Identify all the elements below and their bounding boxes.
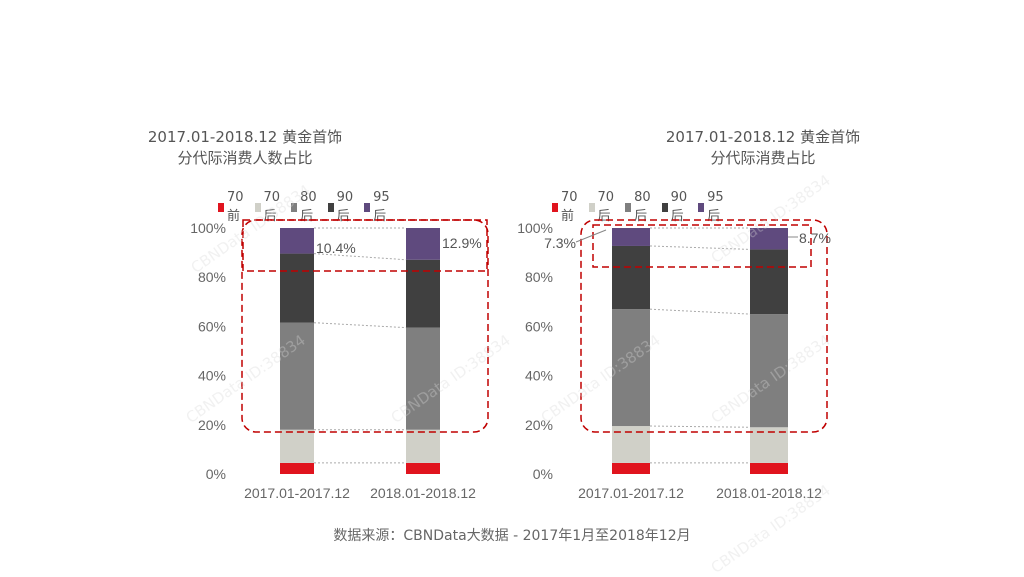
bar-segment	[750, 228, 788, 250]
chart-subtitle: 分代际消费占比	[710, 149, 816, 167]
chart-plot-right: 0% 20% 40% 60% 80% 100% 2017.01-2017.12 2018.01…	[517, 219, 831, 501]
bar-segment	[406, 462, 440, 474]
x-tick-label: 2017.01-2017.12	[244, 485, 350, 501]
chart-subtitle: 分代际消费人数占比	[177, 149, 313, 167]
bar-segment	[280, 253, 314, 323]
highlight-box	[580, 219, 828, 433]
connector-line	[649, 425, 751, 428]
highlight-box	[592, 224, 812, 268]
bar-segment	[406, 429, 440, 463]
legend-swatch	[698, 202, 705, 212]
highlight-box	[241, 219, 489, 433]
bar-segment	[750, 314, 788, 428]
legend-swatch	[625, 202, 632, 212]
connector-line	[649, 308, 751, 315]
legend-swatch	[254, 202, 261, 212]
y-tick-label: 40%	[198, 368, 226, 384]
bar-segment	[750, 249, 788, 315]
highlight-box	[242, 219, 488, 272]
legend-swatch	[661, 202, 668, 212]
annotation-label: 12.9%	[442, 235, 482, 251]
bar-segment	[406, 228, 440, 260]
y-tick-label: 100%	[190, 220, 226, 236]
bar-segment	[280, 429, 314, 463]
legend-swatch	[364, 202, 371, 212]
y-tick-label: 60%	[198, 318, 226, 334]
bar-segment	[612, 309, 650, 427]
chart-title: 2017.01-2018.12 黄金首饰 分代际消费人数占比	[0, 127, 501, 169]
legend-label: 70前	[226, 190, 244, 224]
bar-segment	[750, 462, 788, 474]
legend-swatch	[327, 202, 334, 212]
x-tick-label: 2017.01-2017.12	[578, 485, 684, 501]
data-source-note: 数据来源：CBNData大数据 - 2017年1月至2018年12月	[333, 528, 691, 544]
legend-swatch	[552, 202, 558, 212]
connector-line	[649, 245, 751, 250]
y-tick-label: 0%	[206, 466, 226, 482]
connector-line	[313, 253, 407, 261]
bar-segment	[612, 245, 650, 310]
annotation-leader	[575, 229, 607, 243]
y-tick-label: 0%	[533, 466, 553, 482]
bar-segment	[406, 327, 440, 430]
y-tick-label: 20%	[198, 417, 226, 433]
legend-swatch	[588, 202, 595, 212]
x-tick-label: 2018.01-2018.12	[370, 485, 476, 501]
bar-segment	[280, 228, 314, 254]
y-tick-label: 40%	[525, 368, 553, 384]
bar-segment	[612, 462, 650, 474]
bar-segment	[280, 462, 314, 474]
annotation-label: 7.3%	[544, 235, 576, 251]
chart-title-line1: 2017.01-2018.12 黄金首饰	[665, 128, 861, 146]
annotation-label: 10.4%	[316, 240, 356, 256]
chart-plot-left: 0% 20% 40% 60% 80% 100% 2017.01-2017.12 2018.01…	[190, 219, 489, 501]
legend-swatch	[291, 202, 298, 212]
chart-title: 2017.01-2018.12 黄金首饰 分代际消费占比	[507, 127, 1019, 169]
y-tick-label: 20%	[525, 417, 553, 433]
legend-item-pre70: 70前	[218, 190, 247, 224]
bar-segment	[612, 228, 650, 246]
legend-label: 70前	[560, 190, 578, 224]
legend-item-pre70: 70前	[552, 190, 581, 224]
bar-segment	[750, 427, 788, 463]
y-tick-label: 100%	[517, 220, 553, 236]
connector-line	[313, 322, 407, 329]
chart-title-line1: 2017.01-2018.12 黄金首饰	[147, 128, 343, 146]
bar-segment	[406, 259, 440, 328]
legend-swatch	[218, 202, 224, 212]
bar-segment	[280, 322, 314, 430]
annotation-label: 8.7%	[799, 230, 831, 246]
y-tick-label: 80%	[525, 269, 553, 285]
x-tick-label: 2018.01-2018.12	[716, 485, 822, 501]
y-tick-label: 60%	[525, 318, 553, 334]
y-tick-label: 80%	[198, 269, 226, 285]
